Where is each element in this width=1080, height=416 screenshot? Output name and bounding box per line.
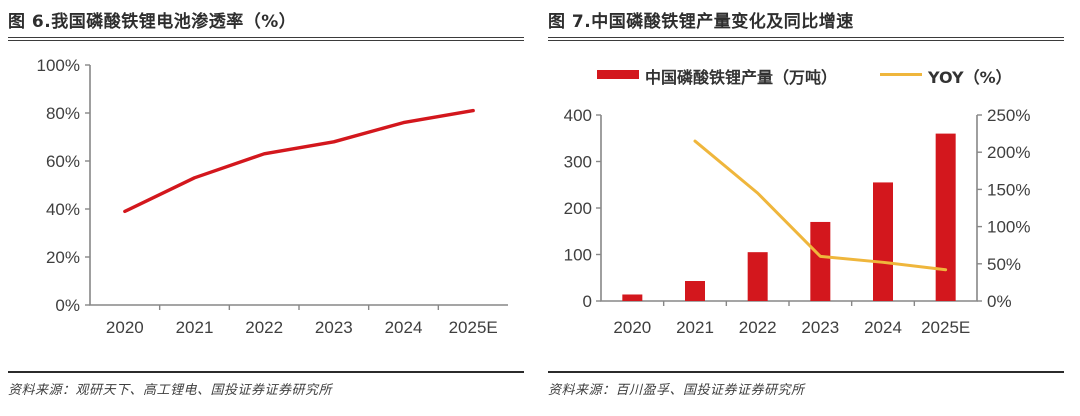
penetration-line xyxy=(123,108,475,214)
production-bar-2025E xyxy=(935,133,956,301)
x-tick-label: 2021 xyxy=(676,318,714,337)
x-tick-label: 2024 xyxy=(385,318,423,337)
left-y-tick-label: 0 xyxy=(583,292,592,311)
x-tick-label: 2020 xyxy=(106,318,144,337)
left-y-tick-label: 400 xyxy=(564,106,592,125)
x-tick-label: 2025E xyxy=(921,318,970,337)
figure7-title: 图 7.中国磷酸铁锂产量变化及同比增速 xyxy=(548,12,854,32)
production-combo-chart: 中国磷酸铁锂产量（万吨） YOY（%） 0 100 200 300 400 0% 50% 100%… xyxy=(564,68,1031,337)
figure7-title-rule xyxy=(548,37,1064,41)
x-tick-label: 2021 xyxy=(176,318,214,337)
x-tick-label: 2025E xyxy=(449,318,498,337)
x-tick-label: 2022 xyxy=(245,318,283,337)
axes xyxy=(600,115,978,302)
production-bar-2020 xyxy=(622,294,643,301)
y-tick-label: 20% xyxy=(46,248,80,267)
figure6-source: 资料来源：观研天下、高工锂电、国投证券证券研究所 xyxy=(8,371,524,398)
y-tick-label: 0% xyxy=(55,296,80,315)
left-y-tick-label: 100 xyxy=(564,246,592,265)
production-bar-2021 xyxy=(685,281,705,301)
figure7-panel: 图 7.中国磷酸铁锂产量变化及同比增速 中国磷酸铁锂产量（万吨） YOY（%） 0 1… xyxy=(548,0,1064,398)
right-y-tick-label: 200% xyxy=(987,143,1030,162)
x-tick-label: 2020 xyxy=(613,318,651,337)
legend-production-swatch xyxy=(597,70,639,79)
right-y-tick-label: 250% xyxy=(987,106,1030,125)
figure7-source: 资料来源：百川盈孚、国投证券证券研究所 xyxy=(548,371,1064,398)
figure6-title-rule xyxy=(8,37,524,41)
right-y-tick-label: 100% xyxy=(987,218,1030,237)
yoy-line xyxy=(693,139,948,272)
production-bar-2022 xyxy=(747,252,768,301)
left-y-tick-label: 300 xyxy=(564,153,592,172)
figure6-panel: 图 6.我国磷酸铁锂电池渗透率（%） 0% 20% 40% 60% 80% 100% 202… xyxy=(8,0,524,398)
x-tick-label: 2022 xyxy=(739,318,777,337)
figure6-title: 图 6.我国磷酸铁锂电池渗透率（%） xyxy=(8,12,297,32)
right-y-tick-label: 150% xyxy=(987,180,1030,199)
left-y-tick-label: 200 xyxy=(564,199,592,218)
right-y-tick-label: 50% xyxy=(987,255,1021,274)
x-tick-label: 2024 xyxy=(864,318,902,337)
x-tick-label: 2023 xyxy=(315,318,353,337)
y-tick-label: 100% xyxy=(37,56,80,75)
y-tick-label: 60% xyxy=(46,152,80,171)
legend-yoy-label: YOY（%） xyxy=(927,68,1012,87)
y-tick-label: 80% xyxy=(46,104,80,123)
axes xyxy=(89,65,508,306)
penetration-line-chart: 0% 20% 40% 60% 80% 100% 2020 2021 2022 2023 2024 20… xyxy=(37,56,508,337)
production-bar-2024 xyxy=(873,182,893,301)
production-bar-2023 xyxy=(810,221,831,301)
legend-production-label: 中国磷酸铁锂产量（万吨） xyxy=(645,68,837,87)
x-tick-label: 2023 xyxy=(801,318,839,337)
y-tick-label: 40% xyxy=(46,200,80,219)
right-y-tick-label: 0% xyxy=(987,292,1012,311)
report-figures-row: 图 6.我国磷酸铁锂电池渗透率（%） 0% 20% 40% 60% 80% 100% 202… xyxy=(8,0,1064,398)
